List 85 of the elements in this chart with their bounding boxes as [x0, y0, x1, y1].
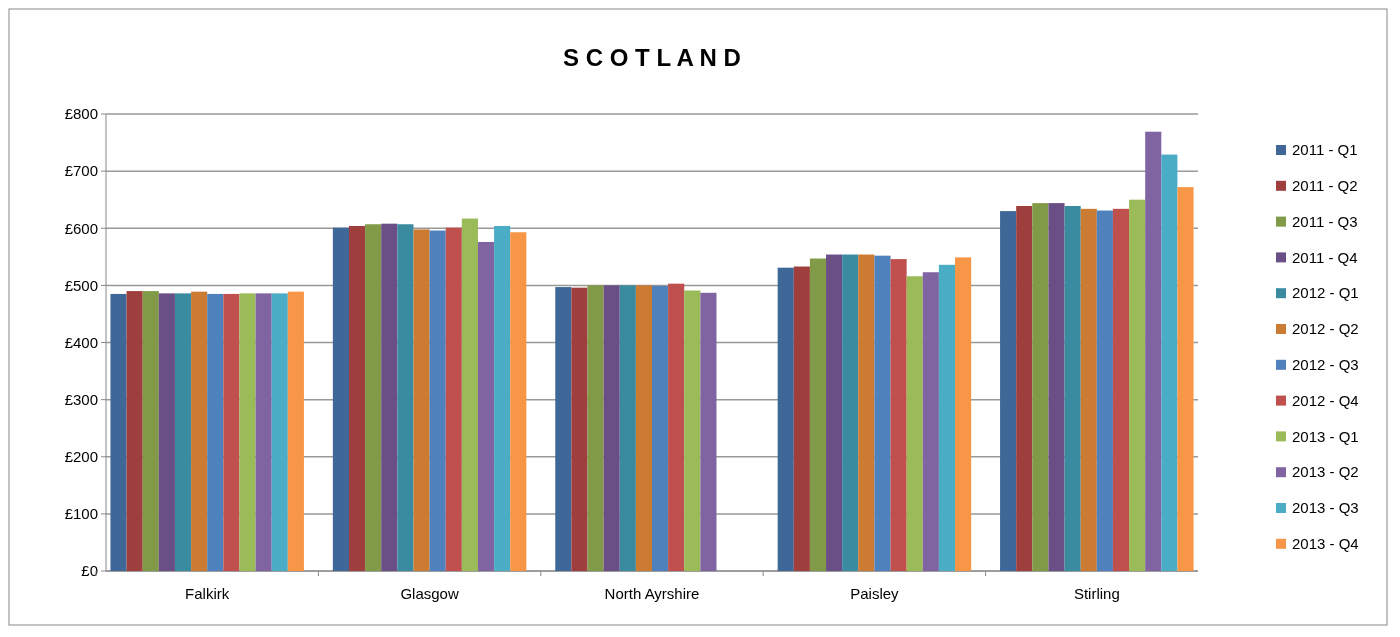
y-tick-label: £500 — [64, 276, 98, 294]
bar — [1096, 210, 1113, 571]
bar — [890, 259, 907, 571]
bar — [477, 241, 495, 571]
bar — [142, 291, 159, 571]
y-tick-label: £800 — [64, 105, 98, 123]
bar — [619, 285, 636, 571]
bar — [906, 276, 923, 571]
bar — [668, 283, 685, 571]
bar — [587, 285, 604, 571]
bar — [174, 293, 192, 571]
bar — [826, 254, 843, 571]
legend-label: 2012 - Q1 — [1292, 284, 1359, 302]
bar — [365, 224, 382, 571]
bar — [858, 254, 875, 571]
x-tick-label: Stirling — [1073, 585, 1120, 602]
y-tick-label: £600 — [64, 219, 98, 237]
bar — [207, 293, 224, 571]
bar — [223, 293, 240, 571]
y-tick-label: £400 — [64, 333, 98, 351]
bar — [842, 254, 859, 571]
bar — [684, 290, 701, 571]
y-tick-label: £200 — [64, 448, 98, 465]
legend-label: 2012 - Q4 — [1292, 391, 1359, 409]
bar — [1000, 211, 1017, 571]
bar — [461, 218, 478, 571]
legend-label: 2013 - Q1 — [1292, 427, 1359, 445]
x-tick-label: Glasgow — [400, 585, 459, 602]
y-tick-label: £300 — [64, 390, 98, 408]
bar — [158, 293, 175, 571]
legend-label: 2013 - Q3 — [1292, 499, 1359, 517]
bar — [652, 285, 669, 571]
bar — [1016, 205, 1033, 571]
legend-label: 2012 - Q2 — [1292, 320, 1359, 338]
legend-label: 2012 - Q3 — [1292, 356, 1359, 374]
bar — [955, 257, 972, 571]
bar — [429, 230, 446, 571]
bar — [1112, 208, 1130, 571]
bar — [1048, 203, 1065, 571]
bar — [777, 267, 794, 571]
legend-label: 2011 - Q1 — [1292, 141, 1358, 159]
chart-title: S C O T L A N D — [563, 44, 741, 71]
bar — [809, 258, 827, 571]
legend-label: 2011 - Q3 — [1292, 212, 1358, 230]
bar — [1145, 131, 1162, 571]
bar — [700, 292, 717, 571]
bar — [1177, 187, 1194, 571]
bar — [110, 293, 127, 571]
legend-label: 2013 - Q4 — [1292, 535, 1359, 553]
bar — [603, 285, 620, 571]
bar — [239, 293, 256, 571]
bar — [255, 293, 272, 571]
bar — [1129, 199, 1146, 571]
x-tick-label: Paisley — [850, 585, 900, 602]
bar — [191, 291, 208, 571]
y-tick-label: £700 — [64, 162, 98, 180]
bar — [1080, 208, 1097, 571]
bar — [874, 255, 891, 571]
bar — [126, 291, 143, 571]
bar — [287, 291, 304, 571]
bar — [332, 227, 349, 571]
bar — [922, 272, 939, 571]
bar — [413, 229, 430, 571]
bar — [397, 224, 414, 571]
bar — [1161, 154, 1178, 571]
y-tick-label: £0 — [81, 562, 98, 580]
legend-label: 2011 - Q4 — [1292, 248, 1358, 266]
x-tick-label: North Ayrshire — [604, 585, 700, 602]
bar — [271, 293, 288, 571]
bar — [555, 287, 572, 571]
bar — [381, 223, 398, 571]
bar — [494, 225, 511, 571]
legend-label: 2011 - Q2 — [1292, 177, 1358, 195]
bar — [445, 227, 462, 571]
bar — [571, 287, 588, 571]
bar — [1064, 205, 1081, 571]
bar — [793, 266, 810, 571]
bar — [1032, 203, 1049, 571]
bar — [938, 264, 956, 571]
y-tick-label: £100 — [64, 505, 98, 523]
bar — [510, 232, 527, 571]
x-tick-label: Falkirk — [185, 585, 230, 602]
legend-label: 2013 - Q2 — [1292, 463, 1359, 481]
bar — [635, 285, 652, 571]
bar — [348, 225, 366, 571]
